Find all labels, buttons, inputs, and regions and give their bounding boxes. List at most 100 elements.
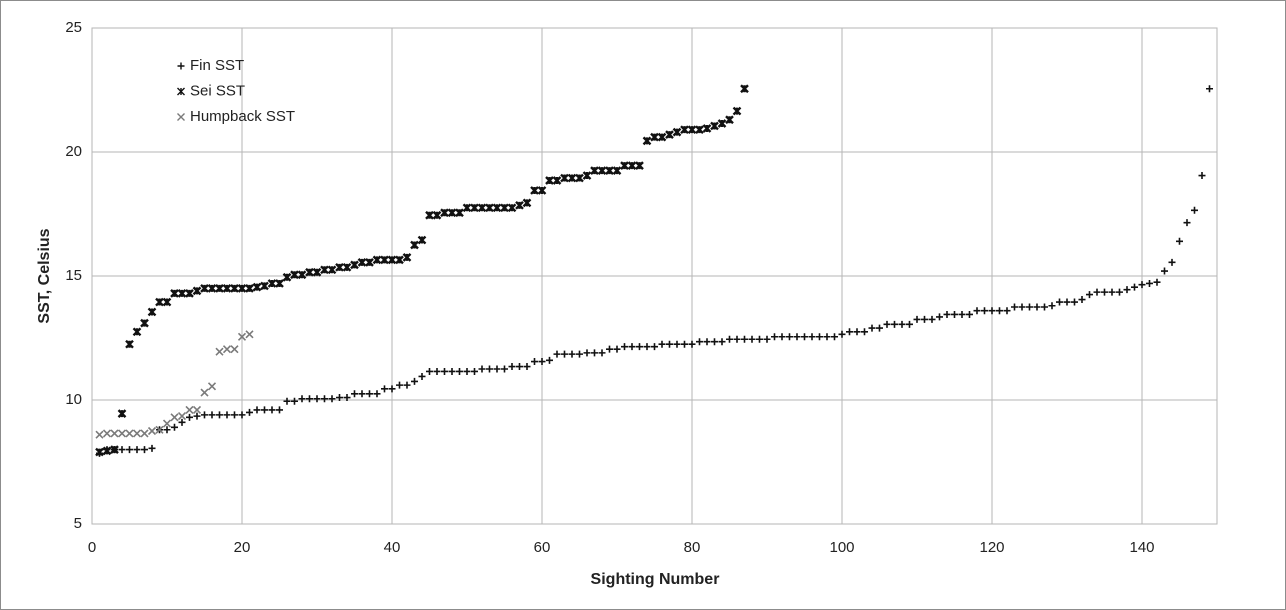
marker xyxy=(1011,303,1018,311)
marker xyxy=(171,423,178,431)
marker xyxy=(876,324,883,332)
marker xyxy=(223,411,231,419)
marker xyxy=(252,282,262,292)
marker xyxy=(402,253,412,262)
marker xyxy=(672,127,682,137)
marker xyxy=(1063,298,1071,306)
marker xyxy=(665,130,674,139)
y-tick-label: 10 xyxy=(65,391,82,408)
marker xyxy=(253,406,261,414)
marker xyxy=(140,429,149,438)
marker xyxy=(673,340,681,348)
marker xyxy=(546,356,553,364)
y-tick-label: 20 xyxy=(65,143,82,160)
marker xyxy=(260,281,269,291)
marker xyxy=(387,255,397,265)
y-tick-label: 25 xyxy=(65,19,82,36)
marker xyxy=(366,390,373,398)
marker xyxy=(590,166,599,175)
marker xyxy=(1056,298,1063,306)
marker xyxy=(696,338,703,346)
marker xyxy=(538,358,546,366)
marker xyxy=(552,176,562,185)
marker xyxy=(687,125,697,135)
marker xyxy=(208,411,216,419)
y-tick-label: 15 xyxy=(65,267,82,284)
legend-marker xyxy=(177,62,185,70)
marker xyxy=(403,381,411,389)
marker xyxy=(410,240,419,250)
marker xyxy=(222,284,232,293)
marker xyxy=(372,255,382,265)
marker xyxy=(102,446,112,456)
marker xyxy=(102,429,112,438)
marker xyxy=(201,411,208,419)
x-tick-label: 40 xyxy=(384,539,401,556)
marker xyxy=(657,132,667,142)
marker xyxy=(351,390,358,398)
marker xyxy=(456,367,463,375)
marker xyxy=(261,406,268,414)
marker xyxy=(193,412,201,420)
marker xyxy=(162,297,172,307)
marker xyxy=(477,203,487,213)
marker xyxy=(1116,288,1123,296)
marker xyxy=(298,395,306,403)
marker xyxy=(246,408,253,416)
marker xyxy=(628,343,636,351)
marker xyxy=(853,328,861,336)
marker xyxy=(230,284,239,293)
marker xyxy=(162,419,172,428)
marker xyxy=(440,208,449,218)
marker xyxy=(996,307,1003,315)
marker xyxy=(801,333,808,341)
marker xyxy=(966,310,973,318)
marker xyxy=(365,258,374,267)
marker xyxy=(1176,237,1183,245)
marker xyxy=(621,343,628,351)
marker xyxy=(1108,288,1116,296)
marker xyxy=(575,173,584,183)
marker xyxy=(838,330,846,338)
marker xyxy=(148,444,156,452)
marker xyxy=(110,445,119,454)
marker xyxy=(597,166,607,175)
marker xyxy=(110,429,119,438)
marker xyxy=(643,343,651,351)
marker xyxy=(462,203,472,213)
marker xyxy=(642,136,652,146)
marker xyxy=(1048,302,1056,310)
marker xyxy=(418,372,426,380)
marker xyxy=(537,186,547,195)
marker xyxy=(561,350,568,358)
marker xyxy=(478,365,486,373)
marker xyxy=(1138,281,1146,289)
marker xyxy=(328,395,336,403)
marker xyxy=(1123,286,1131,294)
marker xyxy=(913,315,921,323)
marker xyxy=(883,320,891,328)
marker xyxy=(702,124,712,133)
marker xyxy=(215,284,224,293)
marker xyxy=(320,265,329,275)
marker xyxy=(1033,303,1041,311)
marker xyxy=(276,406,283,414)
marker xyxy=(568,350,576,358)
marker xyxy=(342,262,352,272)
marker xyxy=(448,367,456,375)
marker xyxy=(192,405,202,414)
marker xyxy=(275,279,284,288)
marker xyxy=(282,272,292,282)
marker xyxy=(237,332,247,341)
marker xyxy=(606,345,613,353)
marker xyxy=(177,412,187,421)
legend-label: Humpback SST xyxy=(190,108,295,125)
marker xyxy=(936,313,943,321)
marker xyxy=(658,340,666,348)
marker xyxy=(395,255,404,265)
marker xyxy=(238,411,246,419)
marker xyxy=(1026,303,1033,311)
marker xyxy=(1078,296,1086,304)
marker xyxy=(471,367,478,375)
marker xyxy=(583,349,591,357)
